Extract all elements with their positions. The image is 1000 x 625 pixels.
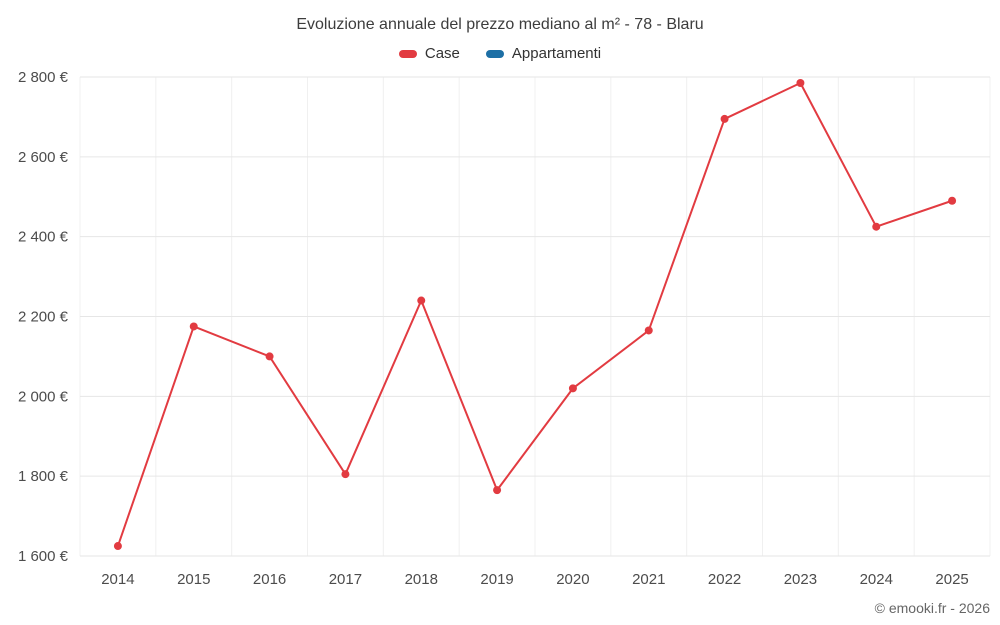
x-axis-tick-label: 2022 (708, 571, 741, 588)
legend-swatch-appartamenti (485, 49, 504, 58)
data-point-marker[interactable] (872, 222, 881, 231)
data-point-marker[interactable] (493, 486, 502, 495)
chart-attribution: © emooki.fr - 2026 (874, 600, 990, 616)
y-axis-tick-label: 2 400 € (18, 229, 69, 246)
x-axis-tick-label: 2018 (405, 571, 438, 588)
x-axis-tick-label: 2014 (101, 571, 134, 588)
legend-label-case: Case (424, 45, 460, 62)
legend-swatch-case (398, 49, 417, 58)
legend-item-appartamenti[interactable]: Appartamenti (485, 45, 602, 62)
y-axis-tick-label: 2 200 € (18, 309, 69, 326)
y-axis-tick-label: 1 600 € (18, 548, 69, 565)
data-point-marker[interactable] (265, 352, 274, 361)
x-axis-tick-label: 2016 (253, 571, 286, 588)
data-point-marker[interactable] (568, 384, 577, 393)
chart-title: Evoluzione annuale del prezzo mediano al… (296, 16, 704, 33)
y-axis-tick-label: 2 800 € (18, 69, 69, 86)
data-point-marker[interactable] (720, 114, 729, 123)
y-axis-tick-label: 2 000 € (18, 388, 69, 405)
data-point-marker[interactable] (948, 196, 957, 205)
legend-label-appartamenti: Appartamenti (511, 45, 602, 62)
x-axis-tick-label: 2019 (480, 571, 513, 588)
x-axis-tick-label: 2024 (860, 571, 893, 588)
y-axis-tick-label: 2 600 € (18, 149, 69, 166)
data-point-marker[interactable] (644, 326, 653, 335)
data-point-marker[interactable] (113, 542, 122, 551)
data-point-marker[interactable] (417, 296, 426, 305)
data-point-marker[interactable] (189, 322, 198, 331)
data-point-marker[interactable] (796, 78, 805, 87)
data-point-marker[interactable] (341, 470, 350, 479)
x-axis-tick-label: 2025 (935, 571, 968, 588)
chart-legend: Case Appartamenti (0, 45, 1000, 62)
x-axis-tick-label: 2021 (632, 571, 665, 588)
x-axis-tick-label: 2023 (784, 571, 817, 588)
series-line-case (116, 81, 954, 548)
x-axis-tick-label: 2015 (177, 571, 210, 588)
legend-item-case[interactable]: Case (398, 45, 460, 62)
x-axis-tick-label: 2020 (556, 571, 589, 588)
y-axis-tick-label: 1 800 € (18, 468, 69, 485)
x-axis-tick-label: 2017 (329, 571, 362, 588)
